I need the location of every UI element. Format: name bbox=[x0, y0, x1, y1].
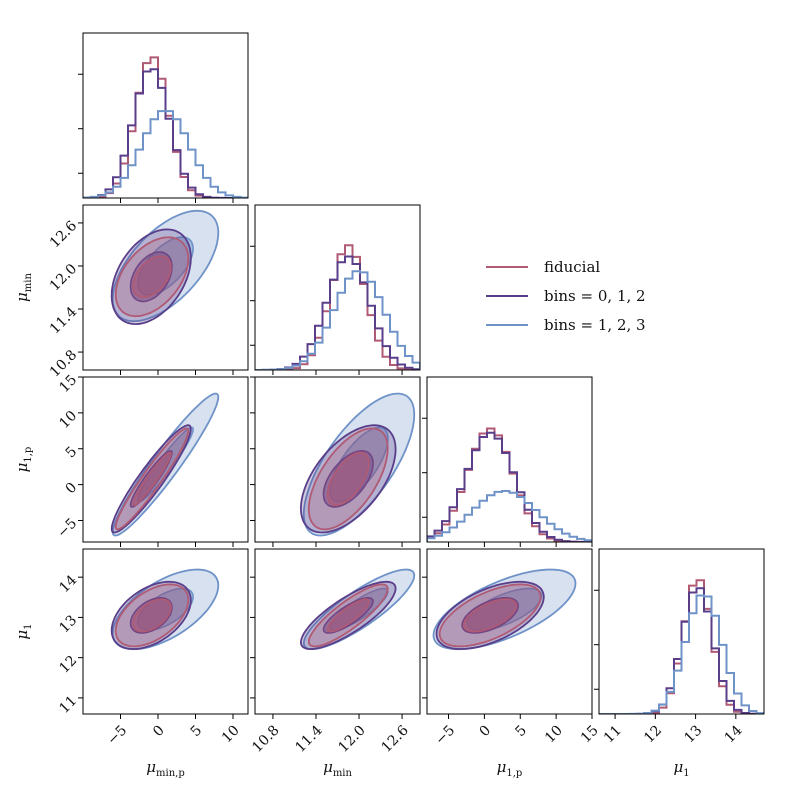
x-tick-label: 5 bbox=[512, 722, 530, 740]
panel-frame bbox=[254, 204, 421, 371]
y-axis-label-mu_min: μmin bbox=[13, 273, 34, 302]
x-axis-label-mu_min: μmin bbox=[323, 758, 352, 779]
y-tick-label: 13 bbox=[56, 612, 80, 636]
y-tick-label: 14 bbox=[56, 572, 80, 596]
panel-mu_1p-vs-mu_min_p bbox=[78, 376, 249, 547]
panel-mu_1p-vs-mu_min bbox=[250, 376, 421, 547]
panel-frame bbox=[254, 376, 421, 543]
legend-item-bins123: bins = 1, 2, 3 bbox=[486, 316, 646, 334]
panel-frame bbox=[598, 548, 765, 715]
panel-content bbox=[110, 392, 220, 537]
legend-item-fiducial: fiducial bbox=[486, 258, 600, 276]
panel-mu_min_p-vs-mu_min_p bbox=[78, 32, 249, 203]
panel-content bbox=[110, 568, 220, 651]
histogram-bins012-mu_min bbox=[255, 255, 420, 370]
x-tick-label: 0 bbox=[150, 722, 168, 740]
histogram-bins012-mu_1p bbox=[427, 431, 592, 542]
histogram-fiducial-mu_1p bbox=[427, 427, 592, 542]
panel-mu_1-vs-mu_1p bbox=[422, 548, 593, 719]
y-tick-label: 10 bbox=[56, 408, 80, 432]
panel-mu_min-vs-mu_min_p bbox=[78, 204, 249, 375]
x-tick-label: 5 bbox=[188, 722, 206, 740]
x-tick-label: −5 bbox=[432, 722, 458, 748]
x-tick-label: 11 bbox=[601, 722, 625, 746]
x-axis-label-mu_1: μ1 bbox=[673, 758, 689, 779]
histogram-bins123-mu_min_p bbox=[83, 110, 248, 198]
x-tick-label: 10 bbox=[542, 722, 566, 746]
y-tick-label: 11.4 bbox=[47, 304, 80, 337]
legend-label: bins = 1, 2, 3 bbox=[544, 316, 646, 334]
legend: fiducial bins = 0, 1, 2 bins = 1, 2, 3 bbox=[486, 258, 646, 334]
y-tick-label: 12.6 bbox=[47, 218, 80, 251]
x-tick-label: 10.8 bbox=[249, 722, 282, 755]
legend-label: bins = 0, 1, 2 bbox=[544, 287, 646, 305]
contour-1sigma-fiducial bbox=[132, 255, 172, 299]
y-tick-label: −5 bbox=[54, 515, 80, 541]
y-tick-label: 12.0 bbox=[47, 261, 80, 294]
histogram-bins012-mu_min_p bbox=[83, 68, 248, 198]
panel-content bbox=[299, 392, 416, 537]
x-tick-label: 12 bbox=[641, 722, 665, 746]
panel-mu_1p-vs-mu_1p bbox=[422, 376, 593, 547]
histogram-bins123-mu_1p bbox=[427, 490, 592, 542]
panel-content bbox=[432, 568, 577, 651]
panels-layer bbox=[78, 32, 765, 719]
panel-content bbox=[110, 209, 220, 326]
panel-mu_min-vs-mu_min bbox=[250, 204, 421, 375]
x-tick-label: 12.6 bbox=[378, 722, 411, 755]
x-tick-label: 10 bbox=[219, 722, 243, 746]
panel-mu_1-vs-mu_1 bbox=[594, 548, 765, 719]
y-tick-label: 0 bbox=[63, 480, 81, 498]
x-tick-label: −5 bbox=[104, 722, 130, 748]
histogram-bins123-mu_1 bbox=[599, 594, 764, 714]
panel-content bbox=[255, 244, 420, 370]
panel-mu_1-vs-mu_min_p bbox=[78, 548, 249, 719]
x-tick-label: 15 bbox=[578, 722, 602, 746]
y-tick-label: 11 bbox=[56, 693, 80, 717]
panel-frame bbox=[426, 376, 593, 543]
panel-mu_1-vs-mu_min bbox=[250, 548, 421, 719]
y-tick-label: 10.8 bbox=[47, 347, 80, 380]
panel-content bbox=[599, 579, 764, 714]
panel-frame bbox=[82, 376, 249, 543]
x-axis-label-mu_1p: μ1,p bbox=[497, 758, 523, 779]
contour-1sigma-fiducial bbox=[462, 598, 518, 633]
legend-label: fiducial bbox=[544, 258, 600, 276]
histogram-fiducial-mu_min_p bbox=[83, 56, 248, 198]
x-tick-label: 0 bbox=[477, 722, 495, 740]
y-axis-label-mu_1p: μ1,p bbox=[13, 447, 34, 473]
legend-item-bins012: bins = 0, 1, 2 bbox=[486, 287, 646, 305]
x-tick-label: 12.0 bbox=[335, 722, 368, 755]
panel-frame bbox=[254, 548, 421, 715]
x-tick-label: 14 bbox=[722, 722, 746, 746]
x-tick-label: 13 bbox=[681, 722, 705, 746]
panel-frame bbox=[82, 548, 249, 715]
y-axis-label-mu_1: μ1 bbox=[13, 623, 34, 639]
contour-1sigma-fiducial bbox=[326, 451, 370, 507]
contour-1sigma-fiducial bbox=[132, 451, 172, 507]
panel-frame bbox=[426, 548, 593, 715]
y-tick-label: 12 bbox=[56, 653, 80, 677]
x-axis-label-mu_min_p: μmin,p bbox=[146, 758, 184, 779]
contour-1sigma-fiducial bbox=[132, 598, 172, 633]
x-tick-label: 11.4 bbox=[292, 722, 325, 755]
panel-content bbox=[427, 427, 592, 542]
panel-frame bbox=[82, 204, 249, 371]
y-tick-label: 5 bbox=[63, 444, 81, 462]
panel-content bbox=[299, 568, 416, 651]
histogram-bins123-mu_min bbox=[255, 270, 420, 370]
contour-1sigma-fiducial bbox=[326, 598, 370, 633]
panel-frame bbox=[82, 32, 249, 199]
panel-content bbox=[83, 56, 248, 198]
